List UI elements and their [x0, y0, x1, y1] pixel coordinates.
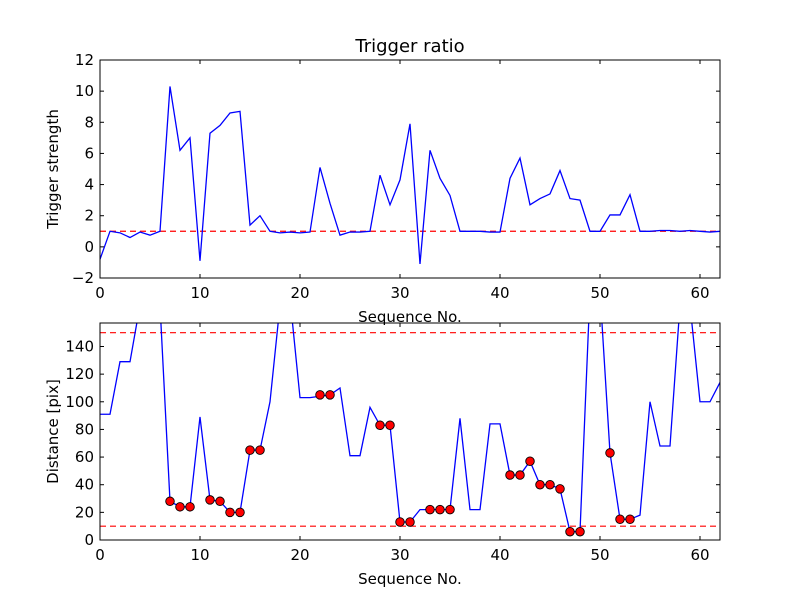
top-y-tick-label: 2 — [84, 207, 94, 225]
top-y-tick-label: 12 — [75, 51, 94, 69]
bottom-y-tick-label: 60 — [75, 448, 94, 466]
bottom-marker-point — [605, 448, 615, 458]
bottom-marker-point — [325, 390, 335, 400]
bottom-y-axis-label: Distance [pix] — [44, 379, 62, 484]
bottom-y-tick-label: 80 — [75, 420, 94, 438]
top-x-tick-label: 0 — [95, 284, 105, 302]
bottom-x-tick-label: 20 — [290, 546, 309, 564]
top-y-tick-label: 4 — [84, 176, 94, 194]
top-series-line-0 — [100, 86, 720, 265]
top-chart-title: Trigger ratio — [354, 36, 464, 57]
bottom-y-tick-label: 100 — [65, 393, 94, 411]
bottom-marker-point — [215, 496, 225, 507]
top-y-tick-label: 6 — [84, 144, 94, 162]
bottom-marker-point — [535, 479, 545, 490]
bottom-x-tick-label: 0 — [95, 546, 105, 564]
top-plot-area — [100, 86, 720, 265]
top-x-tick-label: 30 — [390, 284, 409, 302]
top-x-tick-label: 60 — [690, 284, 709, 302]
bottom-x-tick-label: 30 — [390, 546, 409, 564]
bottom-marker-point — [175, 502, 185, 512]
top-y-tick-label: 0 — [84, 238, 94, 256]
bottom-marker-point — [255, 445, 265, 455]
bottom-marker-point — [375, 420, 385, 431]
bottom-marker-point — [525, 456, 535, 466]
bottom-x-axis-label: Sequence No. — [358, 570, 462, 588]
bottom-y-tick-label: 20 — [75, 503, 94, 521]
bottom-marker-point — [625, 514, 635, 525]
bottom-y-tick-label: 40 — [75, 476, 94, 494]
bottom-marker-point — [575, 526, 585, 537]
top-x-tick-label: 20 — [290, 284, 309, 302]
bottom-marker-point — [505, 470, 515, 480]
top-x-tick-label: 50 — [590, 284, 609, 302]
top-y-tick-label: −2 — [72, 269, 94, 287]
bottom-axes-frame — [99, 322, 721, 541]
bottom-y-tick-label: 140 — [65, 337, 94, 355]
bottom-x-tick-label: 50 — [590, 546, 609, 564]
bottom-x-tick-label: 60 — [690, 546, 709, 564]
top-y-tick-label: 8 — [84, 113, 94, 131]
top-x-axis-label: Sequence No. — [358, 308, 462, 326]
bottom-x-tick-label: 10 — [190, 546, 209, 564]
top-y-axis-label: Trigger strength — [44, 109, 62, 230]
bottom-marker-point — [205, 495, 215, 505]
top-x-tick-label: 40 — [490, 284, 509, 302]
bottom-marker-point — [425, 504, 435, 515]
bottom-marker-point — [445, 504, 455, 515]
bottom-marker-point — [565, 526, 575, 537]
top-y-tick-label: 10 — [75, 82, 94, 100]
bottom-plot-area — [100, 323, 720, 537]
bottom-marker-point — [185, 502, 195, 512]
top-x-tick-label: 10 — [190, 284, 209, 302]
bottom-x-tick-label: 40 — [490, 546, 509, 564]
top-axes-frame — [99, 59, 721, 279]
bottom-marker-point — [385, 420, 395, 431]
bottom-marker-point — [315, 390, 325, 400]
bottom-marker-point — [435, 504, 445, 515]
bottom-marker-point — [165, 496, 175, 507]
bottom-marker-point — [225, 507, 235, 518]
bottom-marker-point — [555, 484, 565, 494]
bottom-marker-point — [545, 479, 555, 490]
bottom-marker-point — [515, 470, 525, 480]
bottom-marker-point — [615, 514, 625, 525]
bottom-marker-point — [235, 507, 245, 518]
bottom-axes: 0 10 20 30 40 50 60 0 20 40 60 80 100 120 140 Sequence … — [44, 322, 721, 588]
bottom-marker-point — [405, 517, 415, 527]
bottom-y-tick-label: 0 — [84, 531, 94, 549]
bottom-y-tick-label: 120 — [65, 365, 94, 383]
bottom-marker-point — [245, 445, 255, 455]
bottom-marker-point — [395, 517, 405, 527]
